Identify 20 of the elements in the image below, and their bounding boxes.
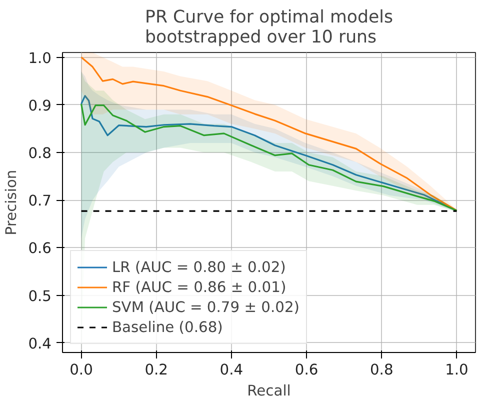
y-tick-label: 0.9 — [28, 97, 52, 114]
y-tick-label: 0.8 — [28, 145, 52, 162]
chart-title: PR Curve for optimal models bootstrapped over 10 runs — [145, 8, 393, 48]
y-tick-label: 0.5 — [28, 288, 52, 305]
y-axis-title: Precision — [3, 170, 20, 236]
x-tick-label: 0.0 — [70, 362, 93, 378]
y-tick-label: 1.0 — [28, 50, 52, 67]
legend-label: LR (AUC = 0.80 ± 0.02) — [112, 258, 286, 276]
x-axis-title: Recall — [247, 382, 291, 400]
legend-label: SVM (AUC = 0.79 ± 0.02) — [112, 298, 300, 316]
x-tick-label: 1.0 — [445, 362, 468, 378]
x-tick-label: 0.8 — [370, 362, 394, 378]
x-tick-label: 0.2 — [144, 362, 168, 378]
y-tick-label: 0.4 — [28, 335, 52, 352]
y-tick-label: 0.6 — [28, 240, 52, 258]
x-tick-label: 0.6 — [294, 362, 318, 378]
legend-label: RF (AUC = 0.86 ± 0.01) — [112, 278, 286, 296]
y-tick-label: 0.7 — [28, 192, 52, 210]
x-tick-label: 0.4 — [220, 362, 244, 378]
legend-label: Baseline (0.68) — [112, 318, 223, 336]
